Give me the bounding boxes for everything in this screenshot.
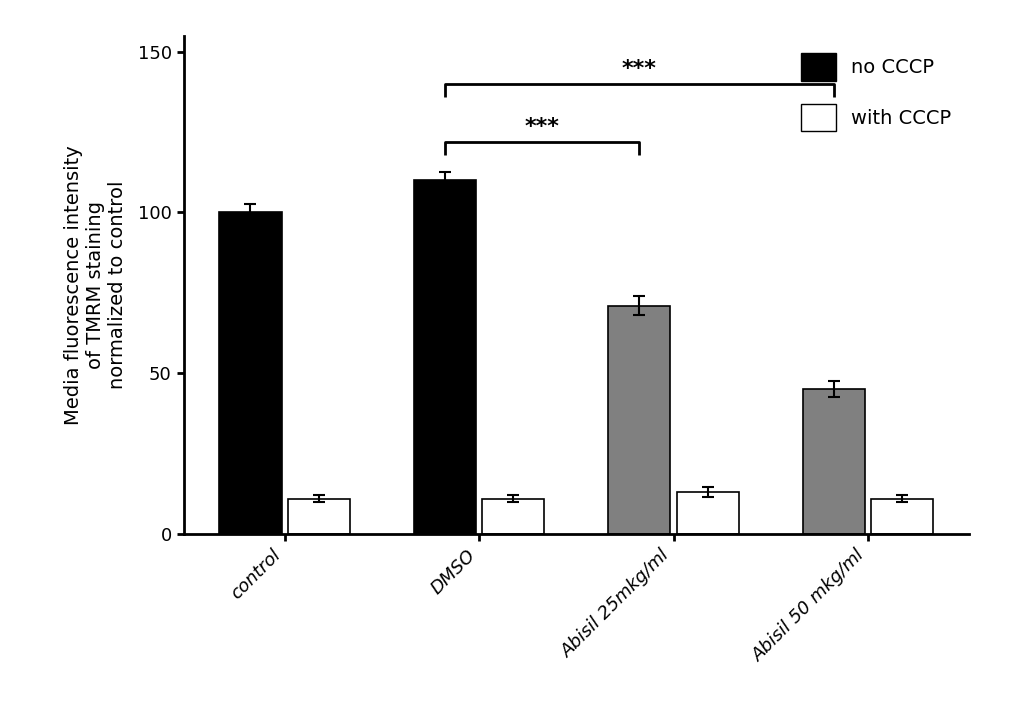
Text: ***: *** — [524, 117, 559, 137]
Y-axis label: Media fluorescence intensity
of TMRM staining
normalized to control: Media fluorescence intensity of TMRM sta… — [63, 145, 126, 424]
Bar — [676, 492, 738, 534]
Legend: no CCCP, with CCCP: no CCCP, with CCCP — [792, 46, 958, 140]
Text: ***: *** — [622, 59, 656, 79]
Bar — [870, 498, 932, 534]
Bar — [219, 212, 281, 534]
Bar — [414, 180, 476, 534]
Bar — [287, 498, 350, 534]
Bar — [482, 498, 544, 534]
Bar — [802, 389, 864, 534]
Bar — [607, 305, 669, 534]
